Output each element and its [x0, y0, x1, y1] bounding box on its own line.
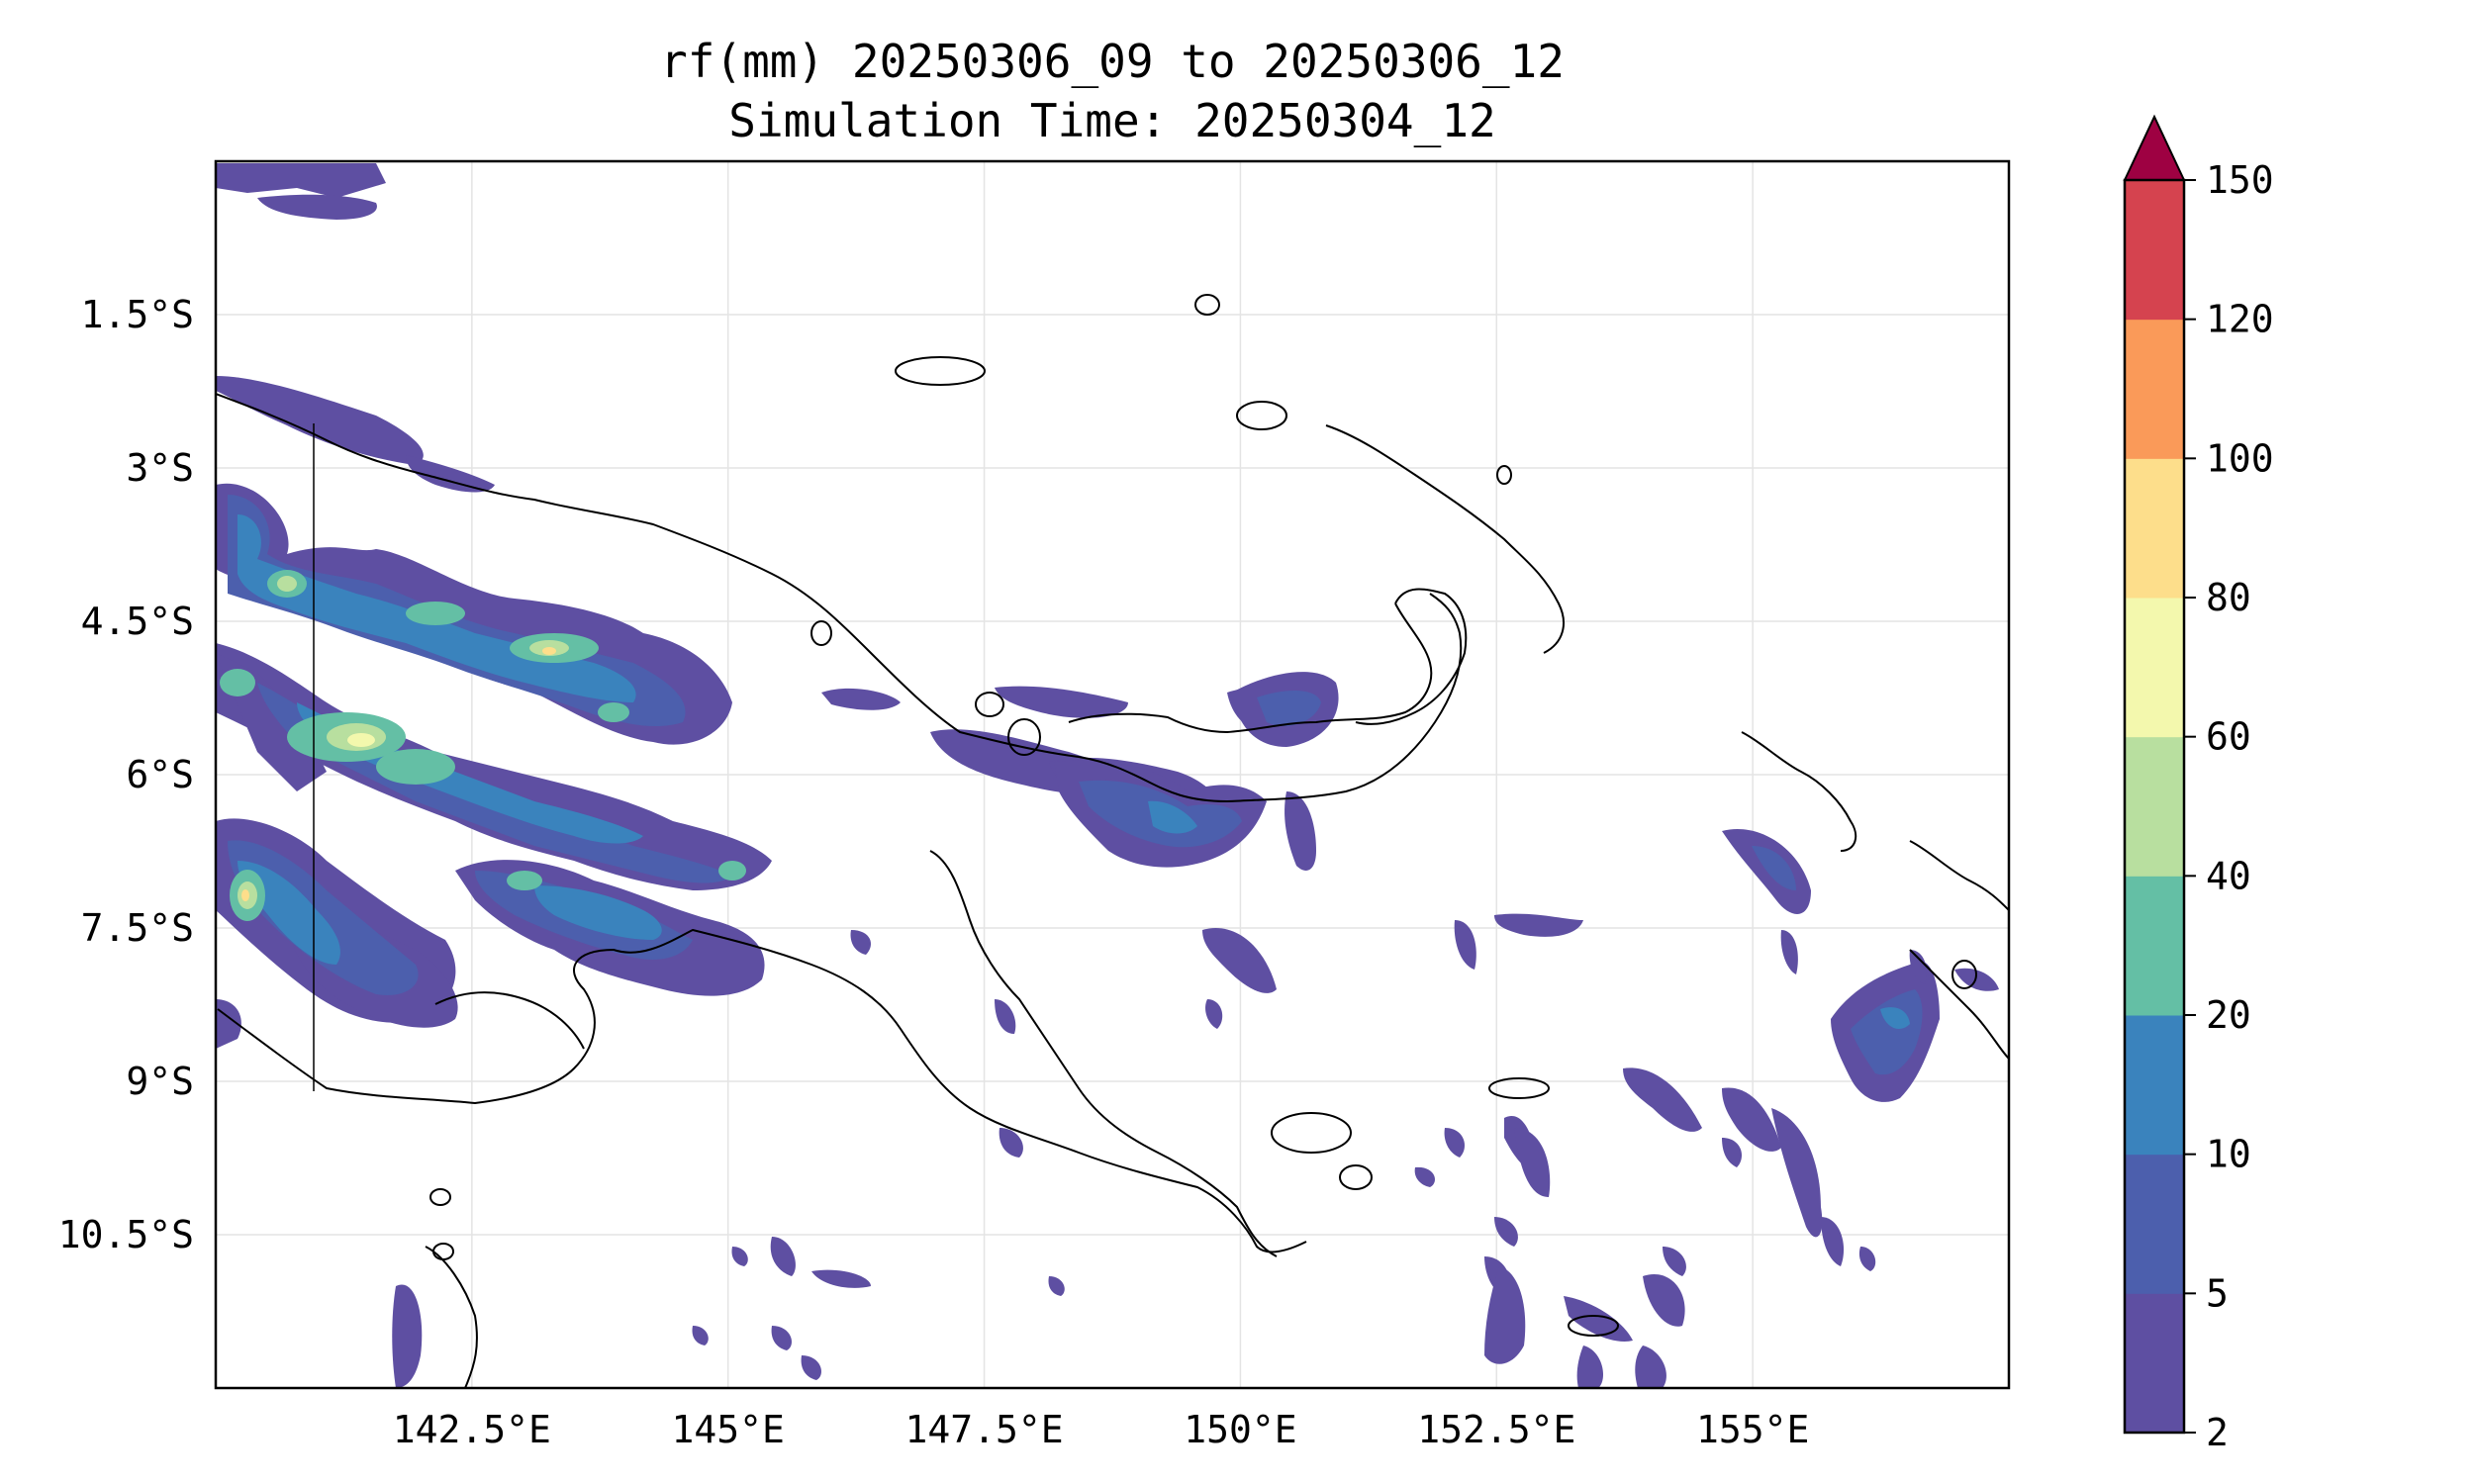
lat-tick-label: 6°S [126, 753, 194, 796]
colorbar-label: 80 [2206, 576, 2251, 619]
colorbar-segment [2125, 736, 2184, 877]
island-small-4 [975, 692, 1004, 717]
colorbar-segment [2125, 180, 2184, 321]
coastline-new-ireland [1325, 424, 1565, 654]
island-small-7 [1951, 960, 1977, 989]
rain-region-central-highlands [1054, 760, 1316, 871]
island-small-6 [810, 620, 832, 646]
colorbar-segment [2125, 319, 2184, 459]
colorbar-label: 2 [2206, 1411, 2229, 1454]
colorbar-label: 120 [2206, 298, 2274, 341]
colorbar-segments [2125, 180, 2184, 1434]
island-small-12 [429, 1188, 451, 1206]
map-panel: 142.5°E 145°E 147.5°E 150°E 152.5°E 155°E 1.5… [58, 159, 2011, 1451]
colorbar: 2 5 10 20 40 60 80 100 120 150 [2123, 114, 2274, 1454]
rain-region-solomon [1722, 829, 1999, 1102]
rain-region-scattered-south [850, 913, 1876, 1388]
island-small-11 [1339, 1164, 1373, 1190]
island-small-1 [1236, 401, 1287, 430]
colorbar-frame [2123, 178, 2186, 1435]
island-small-8 [1488, 1077, 1550, 1099]
colorbar-segment [2125, 1154, 2184, 1294]
colorbar-segment [2125, 876, 2184, 1016]
island-small-13 [432, 1243, 454, 1260]
coastline-new-britain [1355, 588, 1468, 725]
colorbar-label: 60 [2206, 715, 2251, 759]
colorbar-segment [2125, 1293, 2184, 1434]
coastline-solomon-east [1909, 840, 2009, 911]
island-small-3 [1496, 465, 1512, 485]
lon-tick-label: 155°E [1696, 1408, 1809, 1451]
lat-tick-label: 9°S [126, 1060, 194, 1103]
coastline-papuan-peninsula [929, 850, 1278, 1257]
colorbar-extend-arrow [2123, 114, 2186, 181]
lat-tick-label: 7.5°S [81, 906, 194, 950]
colorbar-label: 150 [2206, 158, 2274, 202]
lon-tick-label: 152.5°E [1417, 1408, 1575, 1451]
coastline-islands-east [1909, 949, 2009, 1060]
island-small-2 [1194, 294, 1220, 316]
colorbar-label: 20 [2206, 993, 2251, 1037]
island-small-10 [1271, 1112, 1352, 1154]
coastline-huon-peninsula [1068, 603, 1433, 734]
lon-tick-label: 145°E [672, 1408, 785, 1451]
colorbar-segment [2125, 1015, 2184, 1156]
colorbar-segment [2125, 598, 2184, 738]
lon-tick-label: 147.5°E [904, 1408, 1063, 1451]
coastline-bougainville [1741, 731, 1857, 852]
lat-tick-label: 3°S [126, 446, 194, 490]
island-small-5 [1007, 718, 1041, 756]
colorbar-label: 5 [2206, 1271, 2229, 1315]
colorbar-label: 40 [2206, 854, 2251, 897]
longitude-ticks: 142.5°E 145°E 147.5°E 150°E 152.5°E 155°E [393, 1408, 1810, 1451]
coastlines [216, 294, 2009, 1388]
island-small-9 [1568, 1315, 1619, 1337]
colorbar-label: 100 [2206, 436, 2274, 480]
coastline-fly-delta [434, 991, 585, 1050]
lat-tick-label: 10.5°S [58, 1213, 194, 1256]
map-title-line2: Simulation Time: 20250304_12 [728, 94, 1495, 147]
lon-tick-label: 142.5°E [393, 1408, 551, 1451]
colorbar-labels: 2 5 10 20 40 60 80 100 120 150 [2184, 158, 2274, 1454]
rain-region-south-strip [392, 1237, 1065, 1388]
colorbar-label: 10 [2206, 1133, 2251, 1176]
lat-tick-label: 1.5°S [81, 293, 194, 336]
lat-tick-label: 4.5°S [81, 600, 194, 643]
coastline-new-guinea-south [217, 928, 1307, 1253]
map-title-line1: rf(mm) 20250306_09 to 20250306_12 [660, 35, 1565, 88]
island-manus [895, 356, 986, 386]
rain-region-west-peak [238, 576, 569, 909]
latitude-ticks: 1.5°S 3°S 4.5°S 6°S 7.5°S 9°S 10.5°S [58, 293, 194, 1256]
map-frame [214, 159, 2011, 1390]
coastline-new-guinea-north [216, 393, 1463, 803]
lon-tick-label: 150°E [1184, 1408, 1296, 1451]
rainfall-contours [216, 163, 1999, 1388]
colorbar-segment [2125, 458, 2184, 599]
